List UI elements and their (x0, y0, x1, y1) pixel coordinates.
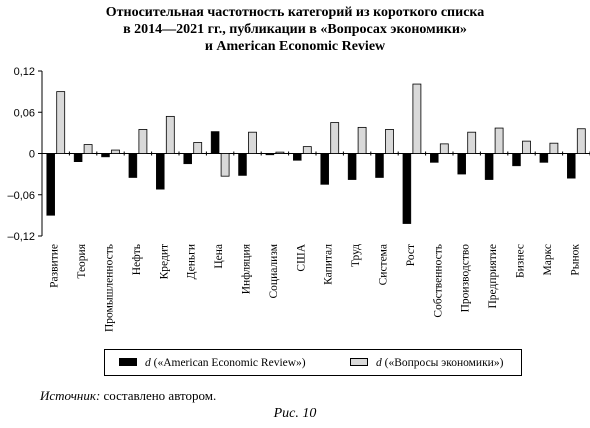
bar-aer (73, 153, 83, 162)
legend-label-vopr: d («Вопросы экономики») (376, 357, 504, 369)
bar-vopr (522, 140, 531, 154)
x-category-label: Предприятие (487, 244, 499, 309)
x-category-label: Кредит (158, 244, 170, 279)
bar-aer (347, 153, 357, 180)
x-category-label: Цена (213, 244, 225, 269)
chart-title-line-2: в 2014—2021 гг., публикации в «Вопросах … (123, 22, 467, 37)
bar-vopr (248, 131, 257, 154)
bar-vopr (111, 149, 120, 154)
bar-vopr (56, 91, 66, 154)
bar-aer (430, 153, 439, 163)
bar-chart: 0,12 0,06 0 –0,06 –0,12 Развитие Теория Промыш… (7, 66, 590, 332)
x-category-label: Социализм (268, 243, 280, 298)
bar-vopr (385, 129, 394, 154)
bar-vopr (467, 131, 477, 154)
bar-aer (320, 153, 329, 185)
x-category-label: США (295, 243, 307, 271)
bar-aer (293, 153, 302, 161)
bar-aer (375, 153, 384, 178)
x-category-label: Маркс (542, 244, 554, 276)
bar-aer (539, 153, 549, 163)
y-tick-label: 0,12 (14, 66, 35, 78)
y-tick-label: 0 (29, 149, 35, 161)
y-tick-label: –0,12 (7, 231, 35, 243)
x-category-label: Промышленность (104, 244, 116, 332)
bar-vopr (220, 153, 230, 177)
legend-swatch-aer (119, 358, 137, 366)
x-category-label: Теория (76, 243, 88, 278)
x-category-label: Производство (460, 244, 472, 313)
chart-title-line-1: Относительная частотность категорий из к… (105, 5, 485, 20)
bar-vopr (302, 146, 312, 154)
x-category-label: Нефть (131, 244, 143, 275)
bar-vopr (357, 126, 367, 154)
x-axis-labels: Развитие Теория Промышленность Нефть Кредит Д… (49, 243, 582, 332)
x-category-label: Капитал (323, 244, 335, 285)
bar-aer (567, 153, 576, 179)
bar-aer (457, 153, 466, 175)
bar-vopr (193, 142, 203, 154)
legend: d («American Economic Review») d («Вопро… (104, 349, 522, 376)
x-category-label: Рост (405, 244, 417, 266)
bar-aer (156, 153, 165, 190)
x-category-label: Собственность (432, 244, 444, 318)
bar-vopr (83, 144, 93, 154)
bar-aer (265, 153, 275, 156)
bar-aer (183, 153, 192, 165)
bar-vopr (576, 128, 586, 154)
figure-caption: Рис. 10 (273, 406, 317, 421)
y-tick-label: 0,06 (14, 107, 35, 119)
bar-aer (402, 153, 412, 224)
bar-vopr (494, 127, 504, 154)
bar-aer (101, 153, 110, 158)
bar-aer (210, 131, 220, 154)
legend-swatch-vopr (350, 358, 368, 366)
y-axis: 0,12 0,06 0 –0,06 –0,12 (7, 66, 42, 243)
chart-title-line-3: и American Economic Review (204, 39, 386, 54)
legend-label-aer: d («American Economic Review») (145, 357, 306, 369)
bar-aer (238, 153, 247, 176)
bar-aer (484, 153, 494, 180)
x-category-label: Система (378, 244, 390, 285)
bar-vopr (330, 122, 340, 154)
source-note: Источник: составлено автором. (40, 388, 217, 403)
bar-vopr (275, 151, 285, 154)
chart-title: Относительная частотность категорий из к… (0, 4, 590, 55)
bar-vopr (412, 83, 422, 154)
x-category-label: Инфляция (241, 243, 253, 294)
bar-vopr (165, 115, 175, 154)
x-category-label: Бизнес (515, 244, 527, 278)
x-category-label: Труд (350, 244, 362, 267)
y-tick-label: –0,06 (7, 190, 35, 202)
x-category-label: Развитие (49, 244, 61, 288)
bar-aer (46, 153, 55, 216)
x-category-label: Деньги (186, 244, 198, 279)
bar-aer (512, 153, 521, 167)
bar-vopr (138, 129, 148, 154)
x-category-label: Рынок (569, 244, 581, 276)
bar-vopr (549, 142, 559, 154)
bar-vopr (439, 143, 449, 154)
bar-aer (128, 153, 138, 178)
bars (41, 83, 590, 224)
